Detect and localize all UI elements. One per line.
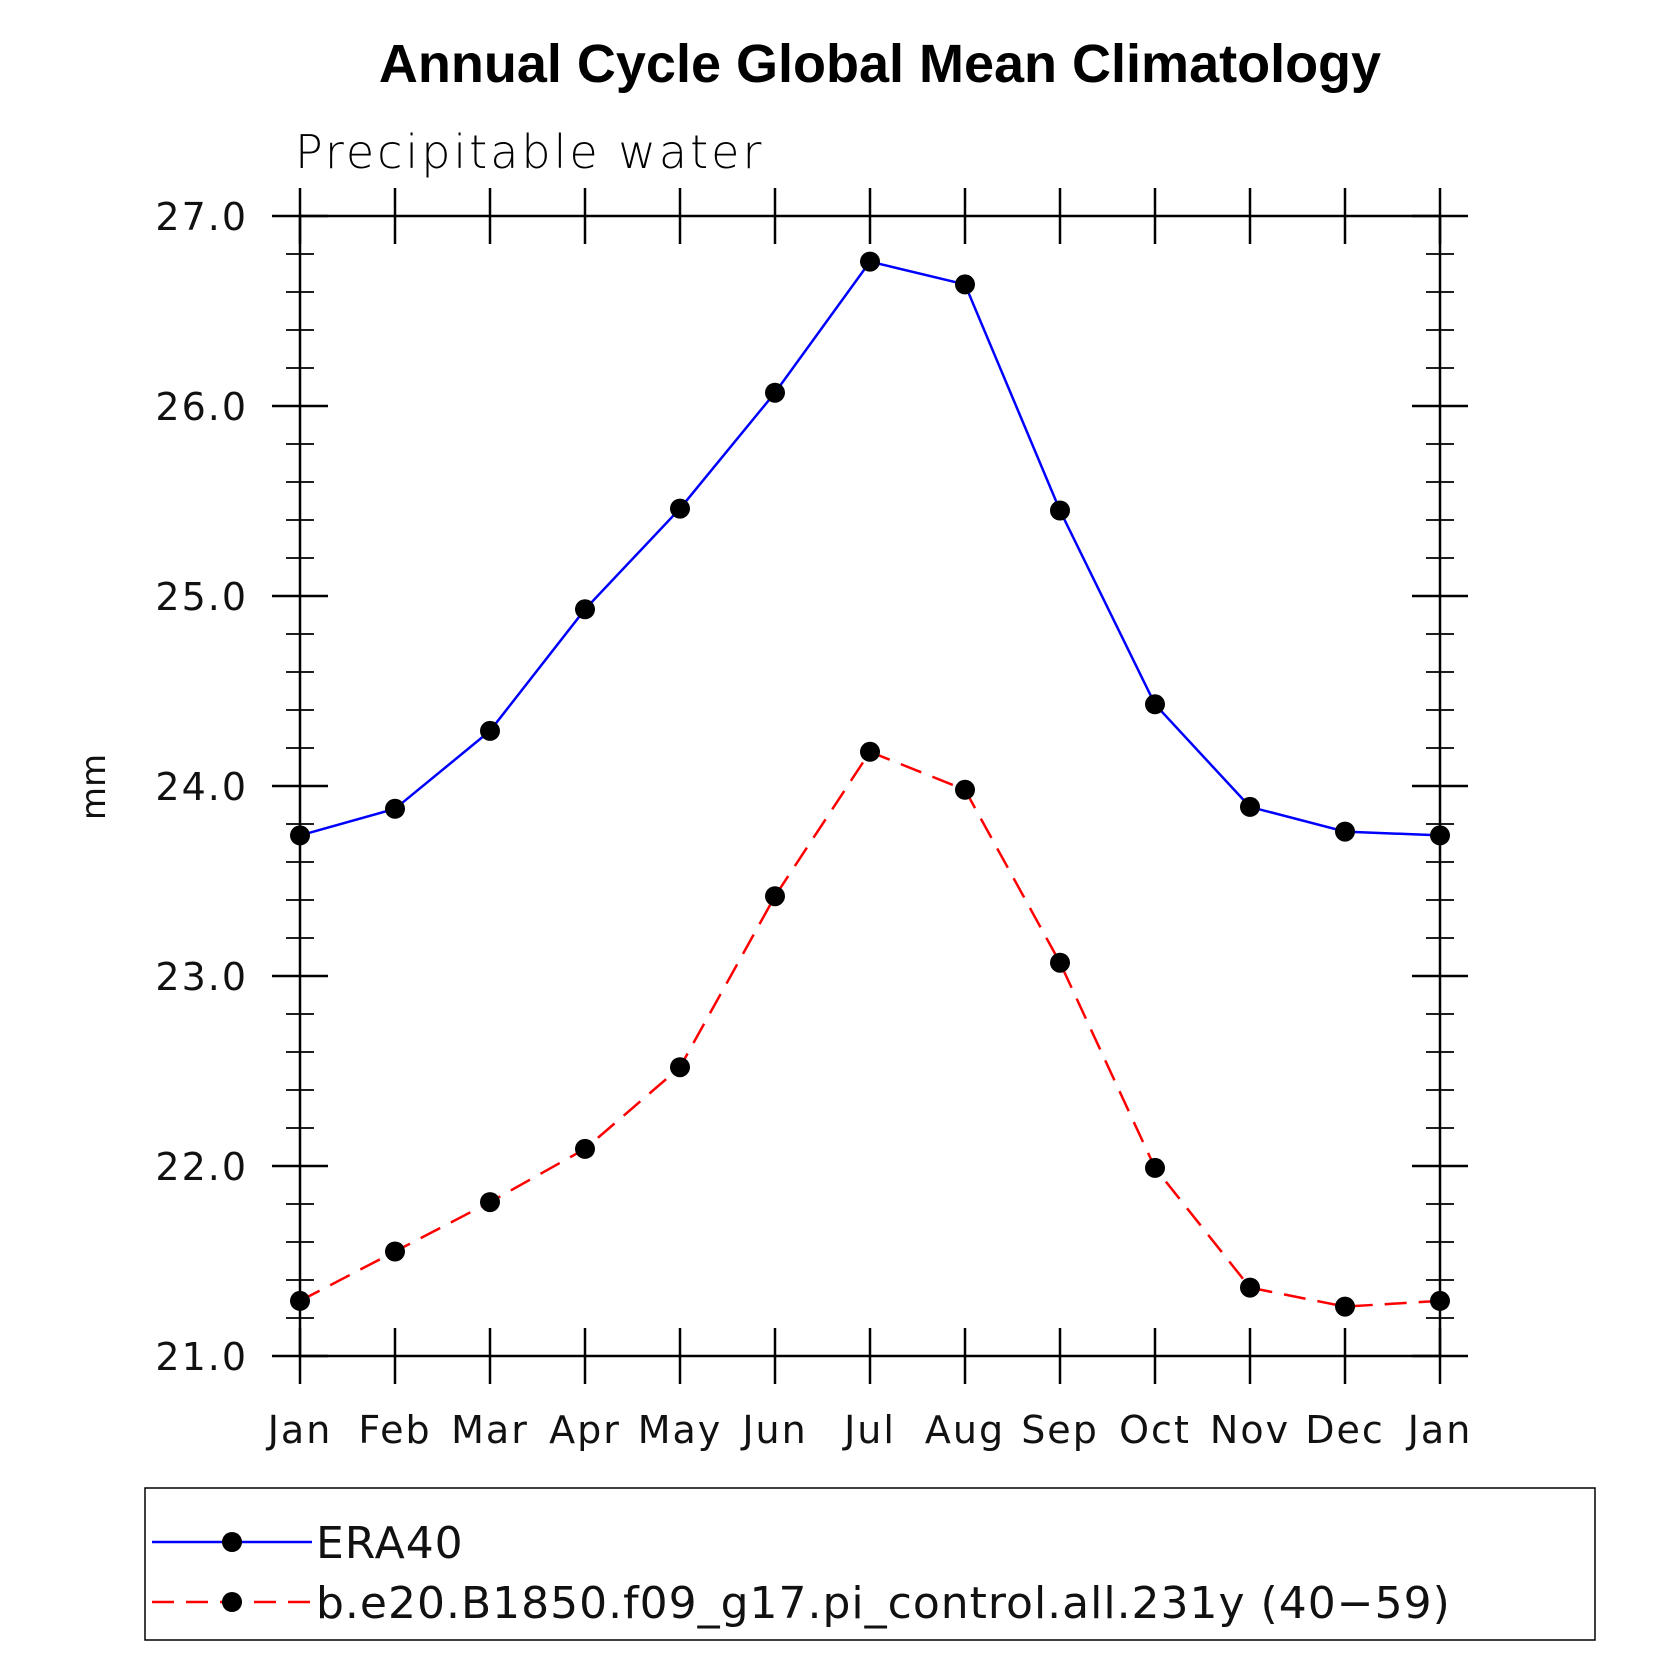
x-tick-label: Jan bbox=[1406, 1408, 1473, 1452]
y-tick-label: 22.0 bbox=[155, 1145, 248, 1189]
data-point-series-1 bbox=[955, 779, 975, 800]
x-tick-label: Jul bbox=[842, 1408, 896, 1452]
x-tick-labels: Jan Feb Mar Apr May Jun Jul Aug Sep Oct Nov Dec Jan bbox=[266, 1408, 1473, 1452]
data-point-series-1 bbox=[1240, 1277, 1260, 1298]
x-tick-label: Nov bbox=[1210, 1408, 1290, 1452]
x-tick-label: Sep bbox=[1021, 1408, 1099, 1452]
chart-title: Annual Cycle Global Mean Climatology bbox=[379, 34, 1381, 94]
x-tick-label: Feb bbox=[358, 1408, 431, 1452]
data-point-series-0 bbox=[1335, 821, 1355, 842]
y-tick-label: 27.0 bbox=[155, 195, 248, 239]
data-point-series-0 bbox=[1145, 694, 1165, 715]
data-point-series-1 bbox=[1145, 1157, 1165, 1178]
x-tick-label: Oct bbox=[1119, 1408, 1191, 1452]
data-point-series-1 bbox=[1430, 1290, 1450, 1311]
data-point-series-1 bbox=[480, 1192, 500, 1213]
data-point-series-0 bbox=[670, 498, 690, 519]
data-point-series-1 bbox=[670, 1057, 690, 1078]
legend-swatch-marker bbox=[222, 1532, 242, 1552]
plot-frame bbox=[298, 214, 1442, 1358]
data-point-series-0 bbox=[290, 825, 310, 846]
series-line-1 bbox=[299, 750, 1441, 1308]
x-tick-label: May bbox=[638, 1408, 723, 1452]
data-point-series-0 bbox=[765, 382, 785, 403]
data-point-series-1 bbox=[765, 886, 785, 907]
legend-items: ERA40 b.e20.B1850.f09_g17.pi_control.all.… bbox=[152, 1518, 1451, 1629]
data-point-series-0 bbox=[1050, 500, 1070, 521]
x-tick-label: Mar bbox=[451, 1408, 529, 1452]
data-point-series-1 bbox=[290, 1290, 310, 1311]
legend-swatch-marker bbox=[222, 1592, 242, 1612]
legend: ERA40 b.e20.B1850.f09_g17.pi_control.all.… bbox=[144, 1487, 1596, 1641]
data-point-series-1 bbox=[860, 741, 880, 762]
x-tick-label: Apr bbox=[549, 1408, 621, 1452]
series-lines bbox=[299, 260, 1441, 1308]
data-point-series-1 bbox=[575, 1138, 595, 1159]
data-point-series-0 bbox=[1240, 796, 1260, 817]
data-point-series-1 bbox=[1335, 1296, 1355, 1317]
y-tick-label: 21.0 bbox=[155, 1335, 248, 1379]
axis-ticks bbox=[272, 188, 1468, 1384]
x-tick-label: Jun bbox=[740, 1408, 807, 1452]
y-tick-label: 25.0 bbox=[155, 575, 248, 619]
x-tick-label: Dec bbox=[1305, 1408, 1385, 1452]
y-tick-label: 26.0 bbox=[155, 385, 248, 429]
data-point-series-1 bbox=[385, 1241, 405, 1262]
data-point-series-0 bbox=[480, 720, 500, 741]
data-point-series-1 bbox=[1050, 952, 1070, 973]
data-point-series-0 bbox=[955, 274, 975, 295]
legend-box bbox=[144, 1487, 1596, 1641]
data-point-series-0 bbox=[860, 251, 880, 272]
y-tick-label: 23.0 bbox=[155, 955, 248, 999]
series-markers bbox=[290, 251, 1450, 1317]
legend-label: ERA40 bbox=[316, 1518, 464, 1569]
y-axis-label: mm bbox=[74, 754, 114, 820]
x-tick-label: Aug bbox=[925, 1408, 1005, 1452]
x-tick-label: Jan bbox=[266, 1408, 333, 1452]
data-point-series-0 bbox=[385, 798, 405, 819]
chart-subtitle: Precipitable water bbox=[295, 125, 764, 179]
data-point-series-0 bbox=[575, 599, 595, 620]
legend-label: b.e20.B1850.f09_g17.pi_control.all.231y … bbox=[316, 1578, 1451, 1629]
y-tick-label: 24.0 bbox=[155, 765, 248, 809]
y-tick-labels: 21.0 22.0 23.0 24.0 25.0 26.0 27.0 bbox=[155, 195, 248, 1379]
data-point-series-0 bbox=[1430, 825, 1450, 846]
